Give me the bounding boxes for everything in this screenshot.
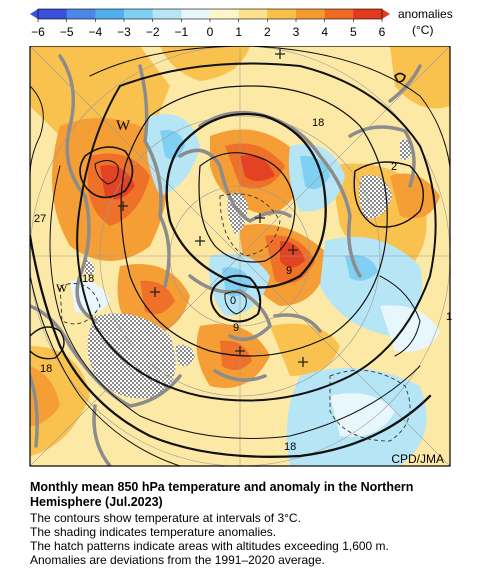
color-scale-tick-label: 5 (350, 25, 357, 39)
negative-contours (59, 193, 411, 442)
color-scale-ticks: −6 −5 −4 −3 −2 −1 0 1 2 3 4 5 6 (31, 19, 386, 39)
anomaly-center-marks (118, 49, 308, 367)
color-scale-box (181, 9, 211, 19)
color-scale-tick-label: −4 (88, 25, 102, 39)
anomaly-color-scale: −6 −5 −4 −3 −2 −1 0 1 2 3 4 5 6 anomalies (°C) (30, 7, 453, 39)
color-scale-boxes (30, 8, 390, 20)
caption-title: Monthly mean 850 hPa temperature and ano… (30, 480, 414, 509)
color-scale-box (95, 9, 125, 19)
color-scale-tick-label: 1 (235, 25, 242, 39)
map-frame (29, 46, 451, 467)
color-scale-low-arrow (30, 9, 38, 19)
color-scale-tick-label: −2 (146, 25, 160, 39)
caption-line: Anomalies are deviations from the 1991–2… (30, 553, 325, 567)
contour-label: 18 (284, 441, 296, 453)
color-scale-high-arrow (382, 9, 390, 19)
color-scale-box (267, 9, 297, 19)
warm-center-marks: W W (56, 118, 131, 295)
legend-label: anomalies (398, 7, 453, 21)
color-scale-box (296, 9, 326, 19)
color-scale-tick-label: 6 (379, 25, 386, 39)
color-scale-tick-label: −6 (31, 25, 45, 39)
caption-line: The contours show temperature at interva… (30, 511, 301, 525)
color-scale-tick-label: 2 (264, 25, 271, 39)
contour-label: 2 (391, 161, 397, 173)
color-scale-tick-label: −1 (174, 25, 188, 39)
legend-unit: (°C) (412, 23, 433, 37)
color-scale-tick-label: 3 (293, 25, 300, 39)
map-grid (30, 46, 450, 466)
warm-center-mark: W (116, 118, 131, 134)
polar-map: 18 27 18 18 9 0 9 18 2 1 W W (29, 46, 452, 467)
warm-center-mark: W (56, 281, 68, 295)
contour-label: 1 (446, 311, 452, 323)
contour-label: 18 (312, 117, 324, 129)
contour-label: 0 (230, 295, 236, 307)
contour-label: 18 (40, 363, 52, 375)
contour-label: 9 (233, 322, 239, 334)
color-scale-box (238, 9, 268, 19)
color-scale-box (210, 9, 240, 19)
color-scale-box (353, 9, 383, 19)
map-credit: CPD/JMA (391, 452, 444, 466)
color-scale-box (38, 9, 68, 19)
color-scale-box (66, 9, 96, 19)
caption-line: The shading indicates temperature anomal… (30, 525, 277, 539)
color-scale-box (324, 9, 354, 19)
color-scale-tick-label: −3 (117, 25, 131, 39)
map-panel: 18 27 18 18 9 0 9 18 2 1 W W (0, 46, 480, 470)
color-scale-tick-label: −5 (60, 25, 74, 39)
caption-line: The hatch patterns indicate areas with a… (30, 539, 389, 553)
contour-label: 18 (82, 273, 94, 285)
contour-label: 27 (34, 213, 46, 225)
color-scale-box (152, 9, 182, 19)
contour-labels: 18 27 18 18 9 0 9 18 2 1 (34, 117, 452, 453)
color-scale-tick-label: 4 (321, 25, 328, 39)
temperature-contours (30, 46, 450, 466)
contour-label: 9 (286, 265, 292, 277)
color-scale-tick-label: 0 (207, 25, 214, 39)
color-scale-box (124, 9, 154, 19)
